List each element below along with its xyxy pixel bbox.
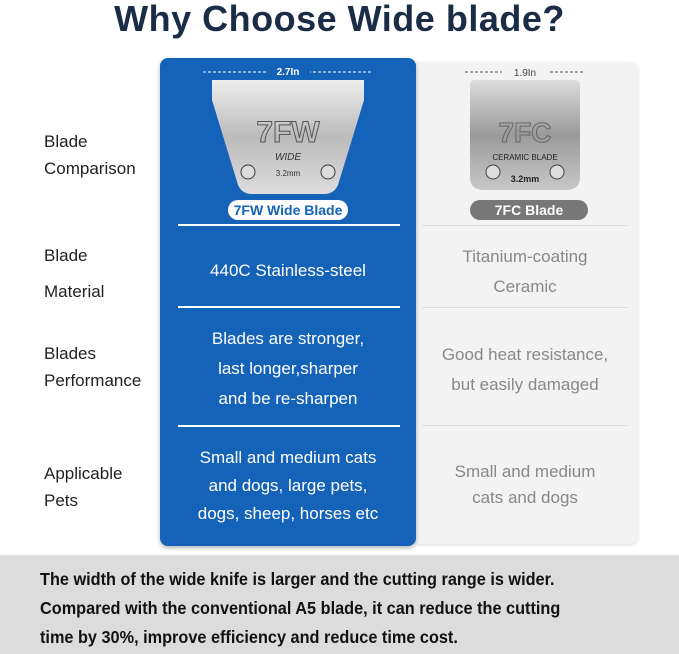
ceramic-blade-name: 7FC Blade [470, 200, 588, 220]
ceramic-blade-image: 1.9In 7FC CERAMIC BLADE 3.2mm [465, 65, 585, 190]
wide-column: 2.7In 7FW WIDE 3.2mm 7FW Wide Blade 440C… [160, 58, 416, 546]
svg-text:7FC: 7FC [499, 117, 552, 148]
ceramic-pets: Small and medium cats and dogs [454, 462, 596, 507]
wide-blade-name: 7FW Wide Blade [228, 200, 348, 220]
svg-text:7FW: 7FW [256, 116, 320, 149]
wide-performance: Blades are stronger, last longer,sharper a… [211, 329, 365, 408]
wide-pets: Small and medium cats and dogs, large pet… [197, 448, 379, 523]
footer-note: The width of the wide knife is larger an… [0, 555, 679, 654]
svg-text:1.9In: 1.9In [514, 68, 536, 79]
page-title: Why Choose Wide blade? [114, 0, 565, 39]
ceramic-column: 1.9In 7FC CERAMIC BLADE 3.2mm 7FC Blade … [412, 62, 638, 544]
label-comparison: Blade Comparison [44, 132, 136, 178]
svg-text:CERAMIC BLADE: CERAMIC BLADE [492, 153, 557, 162]
wide-material: 440C Stainless-steel [210, 261, 366, 280]
wide-blade-image: 2.7In 7FW WIDE 3.2mm [203, 64, 373, 194]
label-material: Blade Material [44, 246, 105, 301]
ceramic-material: Titanium-coating Ceramic [462, 247, 588, 296]
svg-text:2.7In: 2.7In [277, 67, 300, 78]
svg-text:3.2mm: 3.2mm [276, 169, 301, 178]
label-pets: Applicable Pets [44, 464, 123, 510]
svg-text:WIDE: WIDE [275, 152, 301, 163]
ceramic-performance: Good heat resistance, but easily damaged [441, 345, 609, 394]
svg-text:3.2mm: 3.2mm [511, 174, 540, 184]
label-performance: Blades Performance [44, 344, 142, 390]
